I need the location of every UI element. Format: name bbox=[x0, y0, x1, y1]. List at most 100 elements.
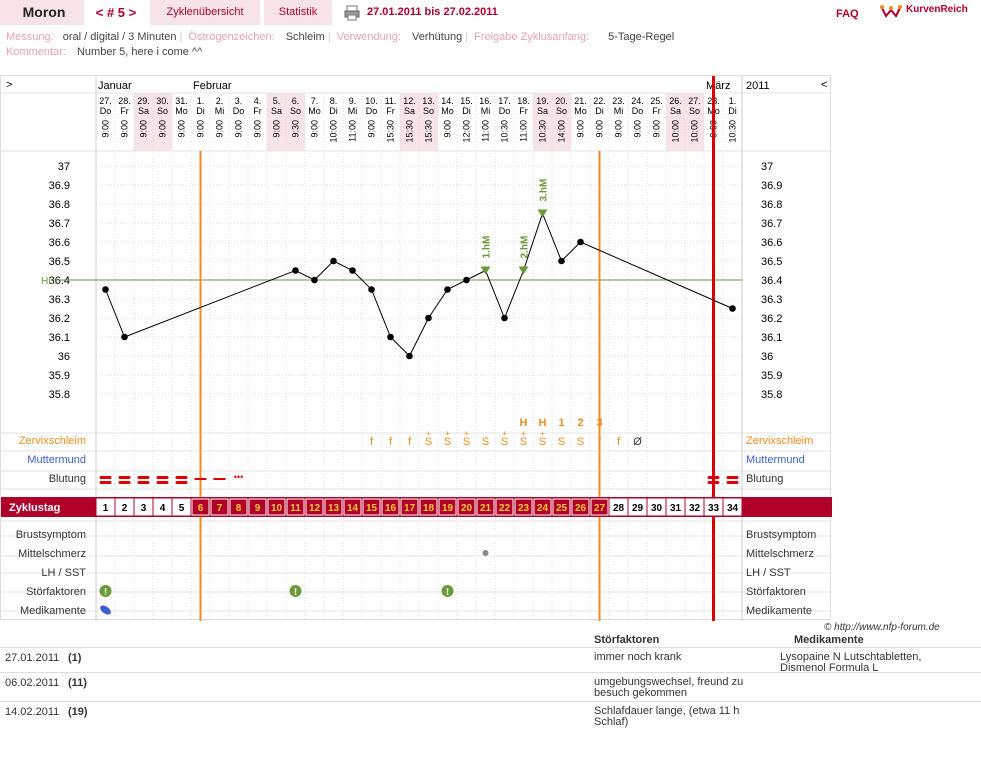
ytick-right: 36.8 bbox=[761, 199, 782, 211]
stoerfaktor-icon bbox=[289, 585, 302, 597]
cycle-day-cell bbox=[172, 498, 191, 516]
meta-line-2: Kommentar: Number 5, here i come ^^ bbox=[6, 45, 674, 60]
day-weekday: Do bbox=[499, 106, 511, 116]
day-weekday: Mo bbox=[441, 106, 454, 116]
day-date: 21. bbox=[574, 96, 587, 106]
cycle-day-number: 12 bbox=[309, 503, 321, 514]
cervix-symbol: f bbox=[389, 436, 393, 448]
peak-label: 3 bbox=[596, 417, 602, 429]
ytick-right: 36.1 bbox=[761, 332, 782, 344]
ytick-left: 36 bbox=[58, 351, 70, 363]
day-date: 4. bbox=[254, 96, 262, 106]
day-time: 9:00 bbox=[234, 120, 244, 138]
tab-statistik[interactable]: Statistik bbox=[264, 0, 332, 25]
row-medi: Lysopaine N Lutschtabletten, Dismenol Fo… bbox=[780, 651, 922, 674]
day-weekday: Mi bbox=[614, 106, 624, 116]
day-weekday: Di bbox=[462, 106, 471, 116]
day-time: 11:00 bbox=[481, 120, 491, 142]
logo-icon bbox=[880, 5, 902, 18]
printer-icon[interactable] bbox=[344, 5, 360, 21]
bleeding-medium bbox=[213, 478, 226, 480]
cycle-day-number: 11 bbox=[290, 503, 301, 514]
day-weekday: Di bbox=[728, 106, 737, 116]
nav-left-arrow: > bbox=[6, 79, 12, 91]
bleeding-strong bbox=[118, 481, 131, 484]
day-time: 11:00 bbox=[519, 120, 529, 142]
ytick-right: 36.9 bbox=[761, 180, 782, 192]
cycle-nav[interactable]: < # 5 > bbox=[84, 0, 148, 25]
row-label-right: Brustsymptom bbox=[746, 529, 816, 541]
row-label-right: Blutung bbox=[746, 473, 783, 485]
bleeding-strong bbox=[118, 476, 131, 479]
bleeding-strong bbox=[175, 476, 188, 479]
row-label-left: Störfaktoren bbox=[26, 586, 86, 598]
day-time: 10:00 bbox=[329, 120, 339, 143]
day-time: 9:00 bbox=[253, 120, 263, 138]
row-day: (1) bbox=[68, 652, 82, 664]
cycle-day-number: 10 bbox=[271, 503, 283, 514]
day-weekday: Mi bbox=[481, 106, 491, 116]
day-date: 15. bbox=[460, 96, 473, 106]
cycle-day-number: 28 bbox=[613, 503, 625, 514]
cycle-day-cell bbox=[590, 498, 609, 516]
day-time: 9:00 bbox=[177, 120, 187, 138]
cycle-day-number: 32 bbox=[689, 503, 701, 514]
ytick-right: 36.7 bbox=[761, 218, 782, 230]
temp-point bbox=[425, 314, 432, 322]
cycle-day-cell bbox=[210, 498, 229, 516]
stoerfaktor-mark: ! bbox=[294, 587, 297, 598]
cervix-symbol: S bbox=[501, 436, 508, 448]
row-stoer: Schlafdauer lange, (etwa 11 h Schlaf) bbox=[594, 705, 740, 728]
ytick-right: 36 bbox=[761, 351, 773, 363]
ytick-left: 36.1 bbox=[49, 332, 70, 344]
day-date: 31. bbox=[175, 96, 188, 106]
cycle-day-number: 22 bbox=[499, 503, 511, 514]
cervix-symbol: S bbox=[520, 436, 527, 448]
temp-marker-label: 1.hM bbox=[482, 236, 493, 259]
row-label-left: Zervixschleim bbox=[19, 435, 86, 447]
table-row: 06.02.2011 (11) umgebungswechsel, freund z… bbox=[0, 672, 981, 700]
mittelschmerz-icon bbox=[482, 550, 489, 556]
faq-link[interactable]: FAQ bbox=[836, 8, 859, 20]
cycle-day-cell bbox=[685, 498, 704, 516]
temp-marker-triangle bbox=[518, 266, 529, 275]
cycle-day-number: 6 bbox=[198, 503, 204, 514]
ytick-left: 36.3 bbox=[49, 294, 70, 306]
day-time: 9:00 bbox=[139, 120, 149, 138]
stoerfaktor-icon bbox=[441, 585, 454, 597]
day-time: 9:00 bbox=[120, 120, 130, 138]
day-weekday: Do bbox=[632, 106, 644, 116]
day-weekday: Mi bbox=[215, 106, 225, 116]
bleeding-strong bbox=[726, 476, 739, 479]
day-date: 13. bbox=[422, 96, 435, 106]
ytick-left: 36.5 bbox=[49, 256, 70, 268]
cycle-day-cell bbox=[514, 498, 533, 516]
day-date: 8. bbox=[330, 96, 338, 106]
day-weekday: So bbox=[423, 106, 434, 116]
logo-text[interactable]: KurvenReich bbox=[906, 4, 968, 15]
day-date: 29. bbox=[137, 96, 150, 106]
cycle-day-number: 3 bbox=[141, 503, 147, 514]
peak-label: H bbox=[539, 417, 547, 429]
tab-zyklenuebersicht[interactable]: Zyklenübersicht bbox=[150, 0, 260, 25]
cycle-day-cell bbox=[704, 498, 723, 516]
cycle-day-number: 33 bbox=[708, 503, 720, 514]
temp-point bbox=[558, 257, 565, 265]
row-day: (19) bbox=[68, 706, 88, 718]
day-weekday: Sa bbox=[404, 106, 415, 116]
bleeding-strong bbox=[175, 481, 188, 484]
day-time: 15:30 bbox=[405, 120, 415, 143]
day-time: 9:00 bbox=[367, 120, 377, 138]
temp-point bbox=[292, 267, 299, 274]
weekend-shade bbox=[400, 93, 419, 151]
cycle-day-number: 31 bbox=[670, 503, 682, 514]
day-date: 11. bbox=[385, 96, 397, 106]
day-date: 25. bbox=[650, 96, 663, 106]
table-head-medi: Medikamente bbox=[794, 634, 864, 646]
copyright: © http://www.nfp-forum.de bbox=[824, 622, 940, 633]
day-date: 9. bbox=[349, 96, 357, 106]
cycle-day-number: 4 bbox=[160, 503, 166, 514]
cycle-day-cell bbox=[267, 498, 286, 516]
messung-label: Messung: bbox=[6, 31, 54, 43]
